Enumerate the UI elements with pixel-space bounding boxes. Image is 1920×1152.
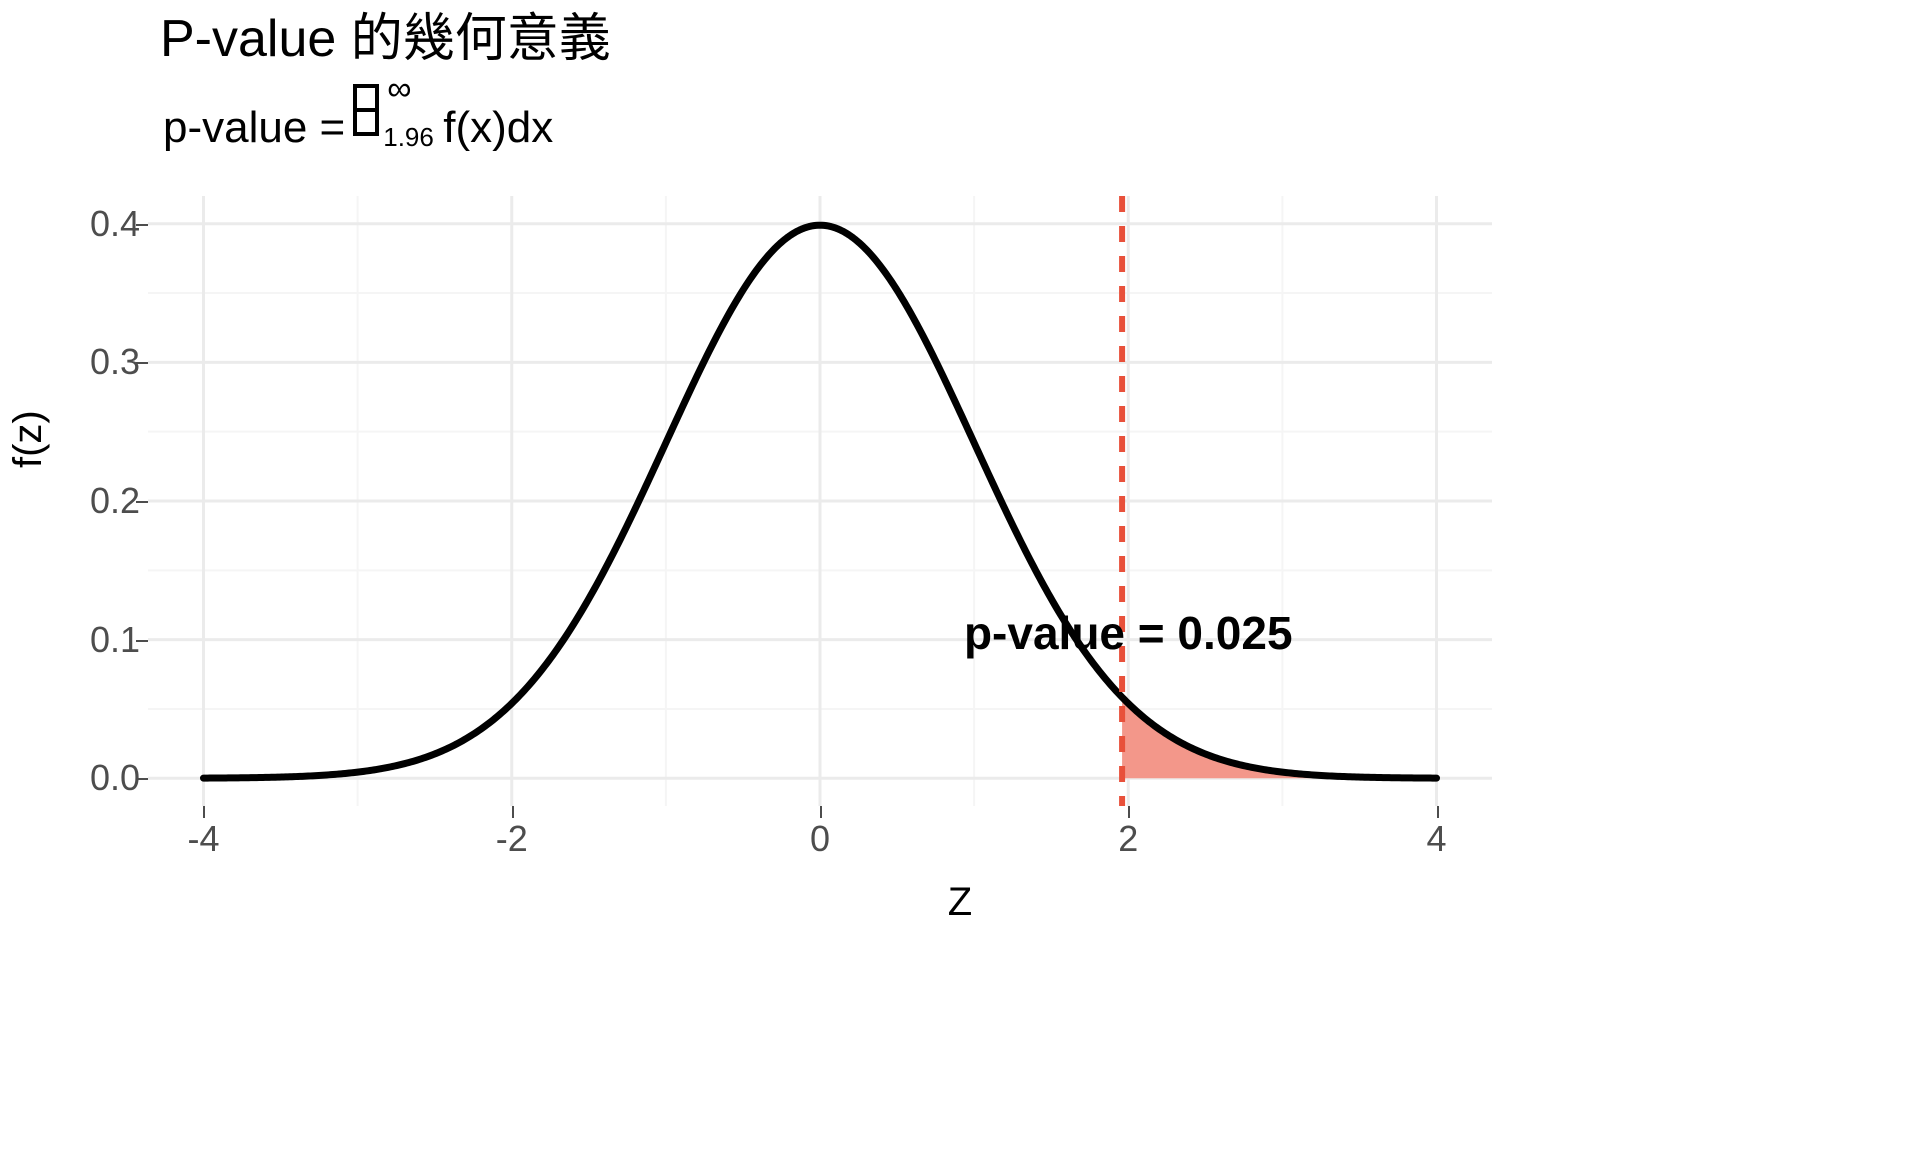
x-tick-label: -2 [495,818,528,859]
y-tick-mark [136,223,148,226]
integral-upper-limit: ∞ [387,70,412,108]
x-tick-mark [511,806,514,818]
integral-lower-limit: 1.96 [383,122,434,152]
x-tick-mark [1436,806,1439,818]
y-tick-label: 0.1 [89,618,140,660]
subtitle-lhs: p-value = [163,103,346,152]
y-tick-mark [136,639,148,642]
x-axis-title: Z [947,880,973,924]
y-tick-mark [136,778,148,781]
x-tick-label: 2 [1118,818,1139,859]
y-tick-mark [136,501,148,503]
plot-panel [148,196,1492,806]
y-tick-mark [136,362,148,365]
y-tick-label: 0.0 [89,757,140,799]
x-tick-mark [203,806,206,818]
p-value-annotation: p-value = 0.025 [963,606,1293,659]
integral-missing-glyph-icon [353,84,380,136]
y-tick-label: 0.3 [89,341,140,383]
shaded-tail-area [1122,697,1437,779]
y-tick-label: 0.2 [89,480,140,521]
subtitle-integrand: f(x)dx [443,103,554,152]
x-tick-mark [1128,806,1131,818]
x-tick-label: 4 [1426,818,1447,859]
y-tick-label: 0.4 [89,202,140,244]
integral-sign-group: ∞ 1.96 [353,71,434,151]
y-axis-title: f(z) [6,410,50,468]
x-tick-label: 0 [809,818,831,859]
x-tick-mark [820,806,822,818]
chart-subtitle: p-value = ∞ 1.96 f(x)dx [163,71,554,152]
normal-density-curve [199,221,1441,782]
chart-title: P-value 的幾何意義 [160,10,611,68]
x-tick-label: -4 [187,818,220,859]
